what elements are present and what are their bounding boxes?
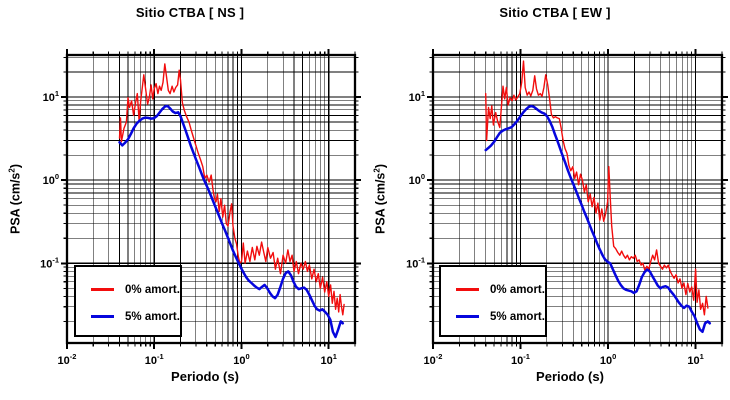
psa-chart-ew: 10-2 10-1 100 101 10-1 100 101 [406,49,728,367]
psa-chart-ns: 10-2 10-1 100 101 10-1 100 101 [40,49,361,367]
legend-label-5pct: 5% amort. [125,310,180,323]
svg-text:10-1: 10-1 [145,352,164,367]
svg-text:10-1: 10-1 [40,255,59,270]
panel-ns: Sitio CTBA [ NS ] PSA (cm/s2) 10-2 10-1 10… [7,5,361,384]
legend-label-0pct: 0% amort. [490,283,545,296]
legend-item-0pct: 0% amort. [441,276,545,303]
panel-ns-x-axis-label: Periodo (s) [171,369,239,384]
panel-ew-x-axis-label: Periodo (s) [536,369,604,384]
svg-text:10-1: 10-1 [406,255,425,270]
legend-item-5pct: 5% amort. [441,303,545,330]
svg-text:100: 100 [233,352,249,367]
legend-item-0pct: 0% amort. [76,276,180,303]
panel-ew: Sitio CTBA [ EW ] PSA (cm/s2) 10-2 10-1 10… [365,0,730,400]
panel-ns-title: Sitio CTBA [ NS ] [135,5,245,20]
legend-label-0pct: 0% amort. [125,283,180,296]
legend-ns: 0% amort. 5% amort. [74,265,182,337]
svg-text:100: 100 [600,352,616,367]
svg-text:10-1: 10-1 [511,352,530,367]
blue-line-swatch [91,315,114,318]
red-line-swatch [91,288,114,291]
svg-text:10-2: 10-2 [58,352,77,367]
legend-label-5pct: 5% amort. [490,310,545,323]
svg-text:101: 101 [409,89,425,104]
blue-line-swatch [456,315,479,318]
red-line-swatch [456,288,479,291]
svg-text:100: 100 [43,172,59,187]
legend-ew: 0% amort. 5% amort. [439,265,547,337]
svg-text:100: 100 [409,172,425,187]
svg-text:101: 101 [687,352,703,367]
svg-text:10-2: 10-2 [424,352,443,367]
svg-text:101: 101 [320,352,336,367]
svg-text:101: 101 [43,89,59,104]
legend-item-5pct: 5% amort. [76,303,180,330]
panel-ew-title: Sitio CTBA [ EW ] [499,5,611,20]
